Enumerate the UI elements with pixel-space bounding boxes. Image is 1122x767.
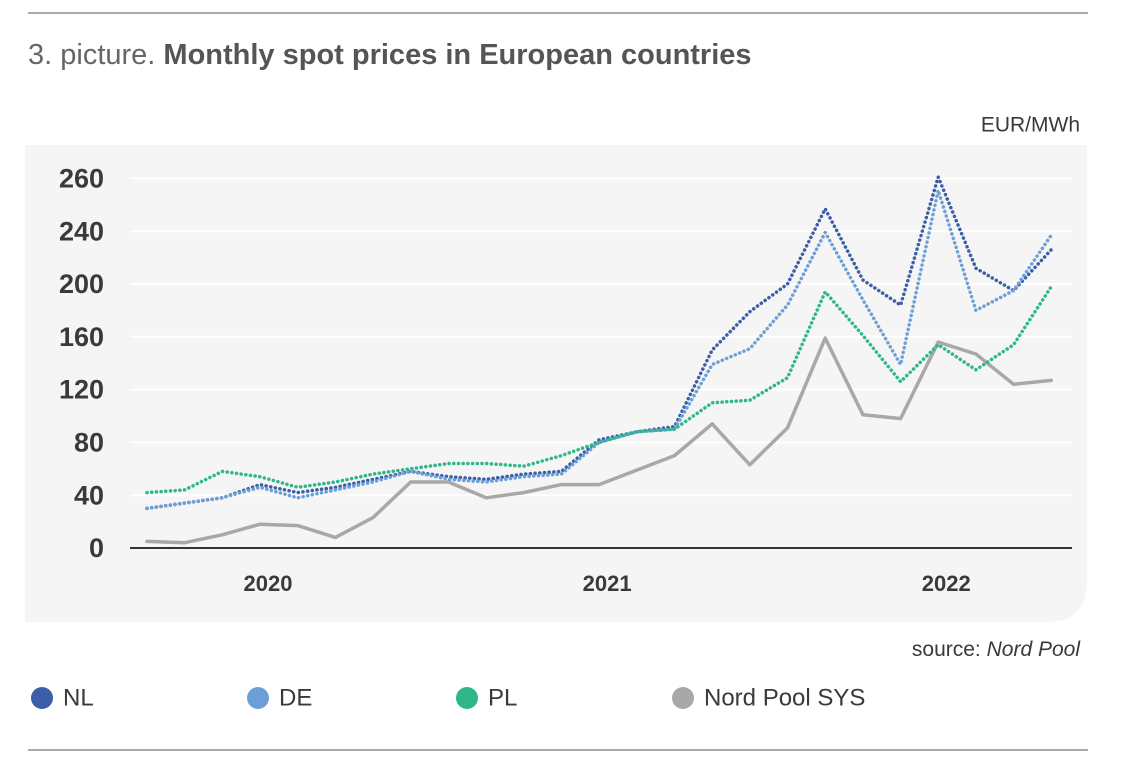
legend-swatch	[672, 687, 694, 709]
series-line	[145, 175, 1054, 511]
y-tick-label: 80	[74, 428, 104, 458]
legend-swatch	[456, 687, 478, 709]
y-tick-label: 200	[59, 269, 104, 299]
series-line	[145, 284, 1054, 495]
y-tick-label: 160	[59, 322, 104, 352]
source-name: Nord Pool	[987, 638, 1082, 661]
unit-label: EUR/MWh	[981, 114, 1080, 137]
y-tick-label: 40	[74, 480, 104, 510]
y-tick-label: 120	[59, 375, 104, 405]
y-tick-label: 240	[59, 216, 104, 246]
x-tick-label: 2022	[922, 571, 971, 596]
source-label: source:	[912, 638, 981, 661]
title-text: Monthly spot prices in European countrie…	[163, 39, 751, 71]
legend-label: PL	[488, 684, 517, 711]
plot-background	[25, 145, 1087, 622]
title-prefix: 3. picture.	[28, 39, 155, 71]
y-tick-label: 260	[59, 164, 104, 194]
legend-label: DE	[279, 684, 312, 711]
legend-swatch	[247, 687, 269, 709]
x-tick-label: 2020	[244, 571, 293, 596]
legend: NL DE PL Nord Pool SYS	[31, 684, 865, 711]
y-tick-label: 0	[89, 533, 104, 563]
series-line	[145, 336, 1054, 545]
legend-swatch	[31, 687, 53, 709]
legend-label: NL	[63, 684, 94, 711]
legend-label: Nord Pool SYS	[704, 684, 865, 711]
source: source: Nord Pool	[912, 638, 1081, 661]
x-tick-label: 2021	[583, 571, 632, 596]
chart-title: 3. picture. Monthly spot prices in Europ…	[28, 39, 752, 71]
series-layer	[145, 175, 1054, 545]
